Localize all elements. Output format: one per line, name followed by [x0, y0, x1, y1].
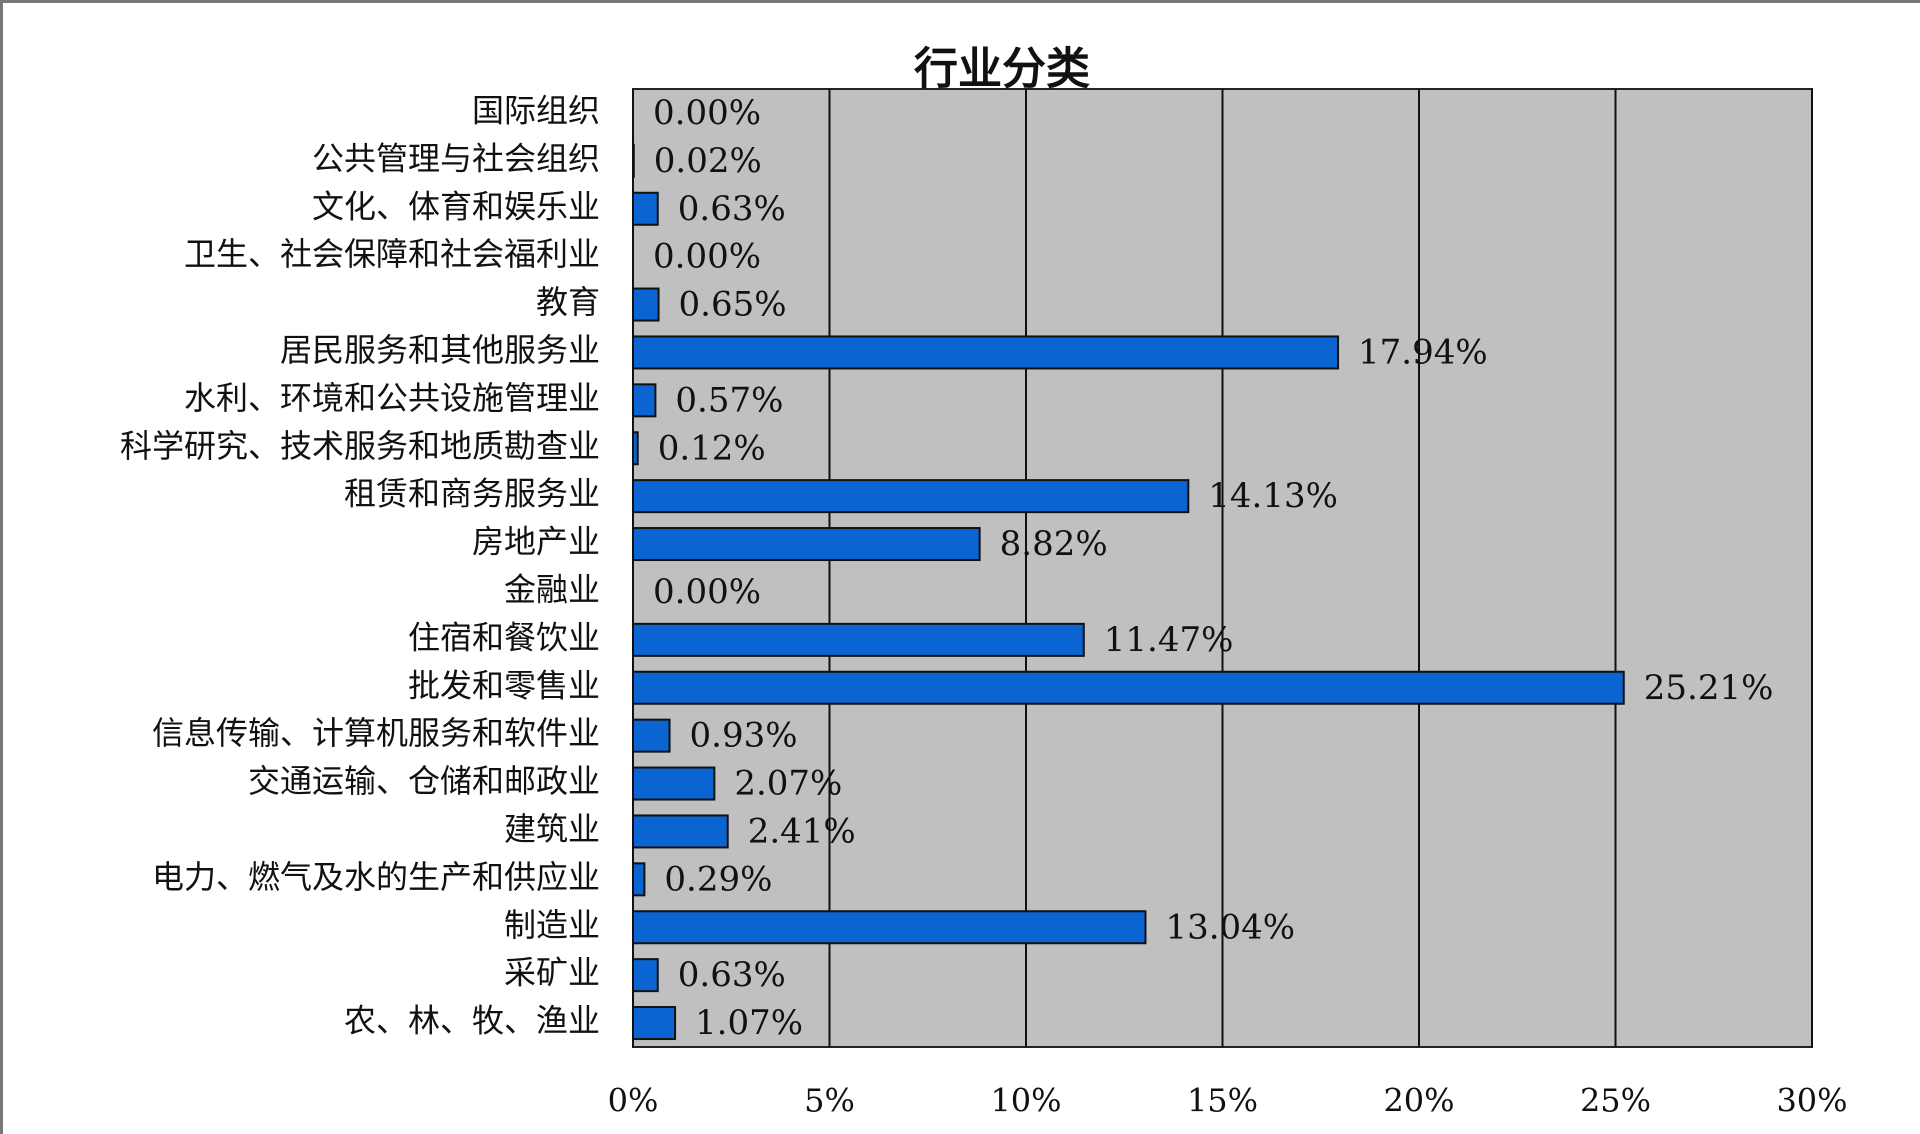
bar: [632, 287, 660, 322]
bar: [632, 670, 1625, 705]
data-label: 17.94%: [1358, 332, 1488, 372]
x-tick-label: 5%: [804, 1082, 855, 1120]
data-label: 14.13%: [1208, 476, 1338, 516]
y-tick-label: 农、林、牧、渔业: [344, 1002, 600, 1040]
y-tick-label: 居民服务和其他服务业: [280, 331, 600, 369]
data-label: 2.07%: [734, 764, 842, 804]
data-label: 0.93%: [690, 716, 798, 756]
data-label: 2.41%: [748, 811, 856, 851]
y-tick-label: 采矿业: [504, 954, 600, 992]
data-label: 8.82%: [1000, 524, 1108, 564]
y-tick-label: 租赁和商务服务业: [344, 475, 600, 513]
data-label: 1.07%: [695, 1003, 803, 1043]
data-label: 0.00%: [653, 572, 761, 612]
bar: [632, 622, 1085, 657]
data-label: 13.04%: [1165, 907, 1295, 947]
data-label: 0.00%: [653, 93, 761, 133]
data-label: 25.21%: [1644, 668, 1774, 708]
y-tick-label: 水利、环境和公共设施管理业: [184, 379, 600, 417]
x-tick-label: 20%: [1383, 1082, 1454, 1120]
data-label: 0.00%: [653, 237, 761, 277]
y-tick-label: 制造业: [504, 906, 600, 944]
bar: [632, 814, 729, 849]
y-tick-label: 文化、体育和娱乐业: [312, 187, 600, 225]
data-label: 0.29%: [664, 859, 772, 899]
bar: [632, 431, 639, 466]
bar: [632, 383, 657, 418]
bar: [632, 191, 659, 226]
bar: [632, 1006, 677, 1041]
data-label: 11.47%: [1104, 620, 1234, 660]
y-tick-label: 建筑业: [504, 810, 600, 848]
y-tick-label: 科学研究、技术服务和地质勘查业: [120, 427, 600, 465]
y-tick-label: 住宿和餐饮业: [408, 618, 600, 656]
y-tick-label: 国际组织: [472, 91, 600, 129]
y-tick-label: 信息传输、计算机服务和软件业: [152, 714, 600, 752]
y-tick-label: 电力、燃气及水的生产和供应业: [152, 858, 600, 896]
x-tick-label: 10%: [990, 1082, 1061, 1120]
data-label: 0.02%: [654, 141, 762, 181]
x-tick-label: 0%: [608, 1082, 659, 1120]
data-label: 0.12%: [658, 428, 766, 468]
x-tick-label: 25%: [1580, 1082, 1651, 1120]
bar: [632, 910, 1147, 945]
bar: [632, 143, 635, 178]
y-tick-label: 房地产业: [472, 523, 600, 561]
chart-title: 行业分类: [914, 44, 1090, 95]
bar: [632, 958, 659, 993]
data-label: 0.63%: [678, 189, 786, 229]
y-tick-label: 公共管理与社会组织: [312, 139, 600, 177]
bar: [632, 479, 1190, 514]
y-tick-label: 教育: [536, 283, 600, 321]
data-label: 0.65%: [679, 285, 787, 325]
data-label: 0.63%: [678, 955, 786, 995]
bar: [632, 862, 646, 897]
y-tick-label: 卫生、社会保障和社会福利业: [184, 235, 600, 273]
x-tick-label: 15%: [1187, 1082, 1258, 1120]
bar: [632, 335, 1340, 370]
bar: [632, 718, 671, 753]
y-tick-label: 批发和零售业: [408, 666, 600, 704]
data-label: 0.57%: [675, 380, 783, 420]
y-tick-label: 金融业: [504, 570, 600, 608]
bar: [632, 527, 981, 562]
x-tick-label: 30%: [1776, 1082, 1847, 1120]
bar: [632, 766, 716, 801]
y-tick-label: 交通运输、仓储和邮政业: [248, 762, 600, 800]
